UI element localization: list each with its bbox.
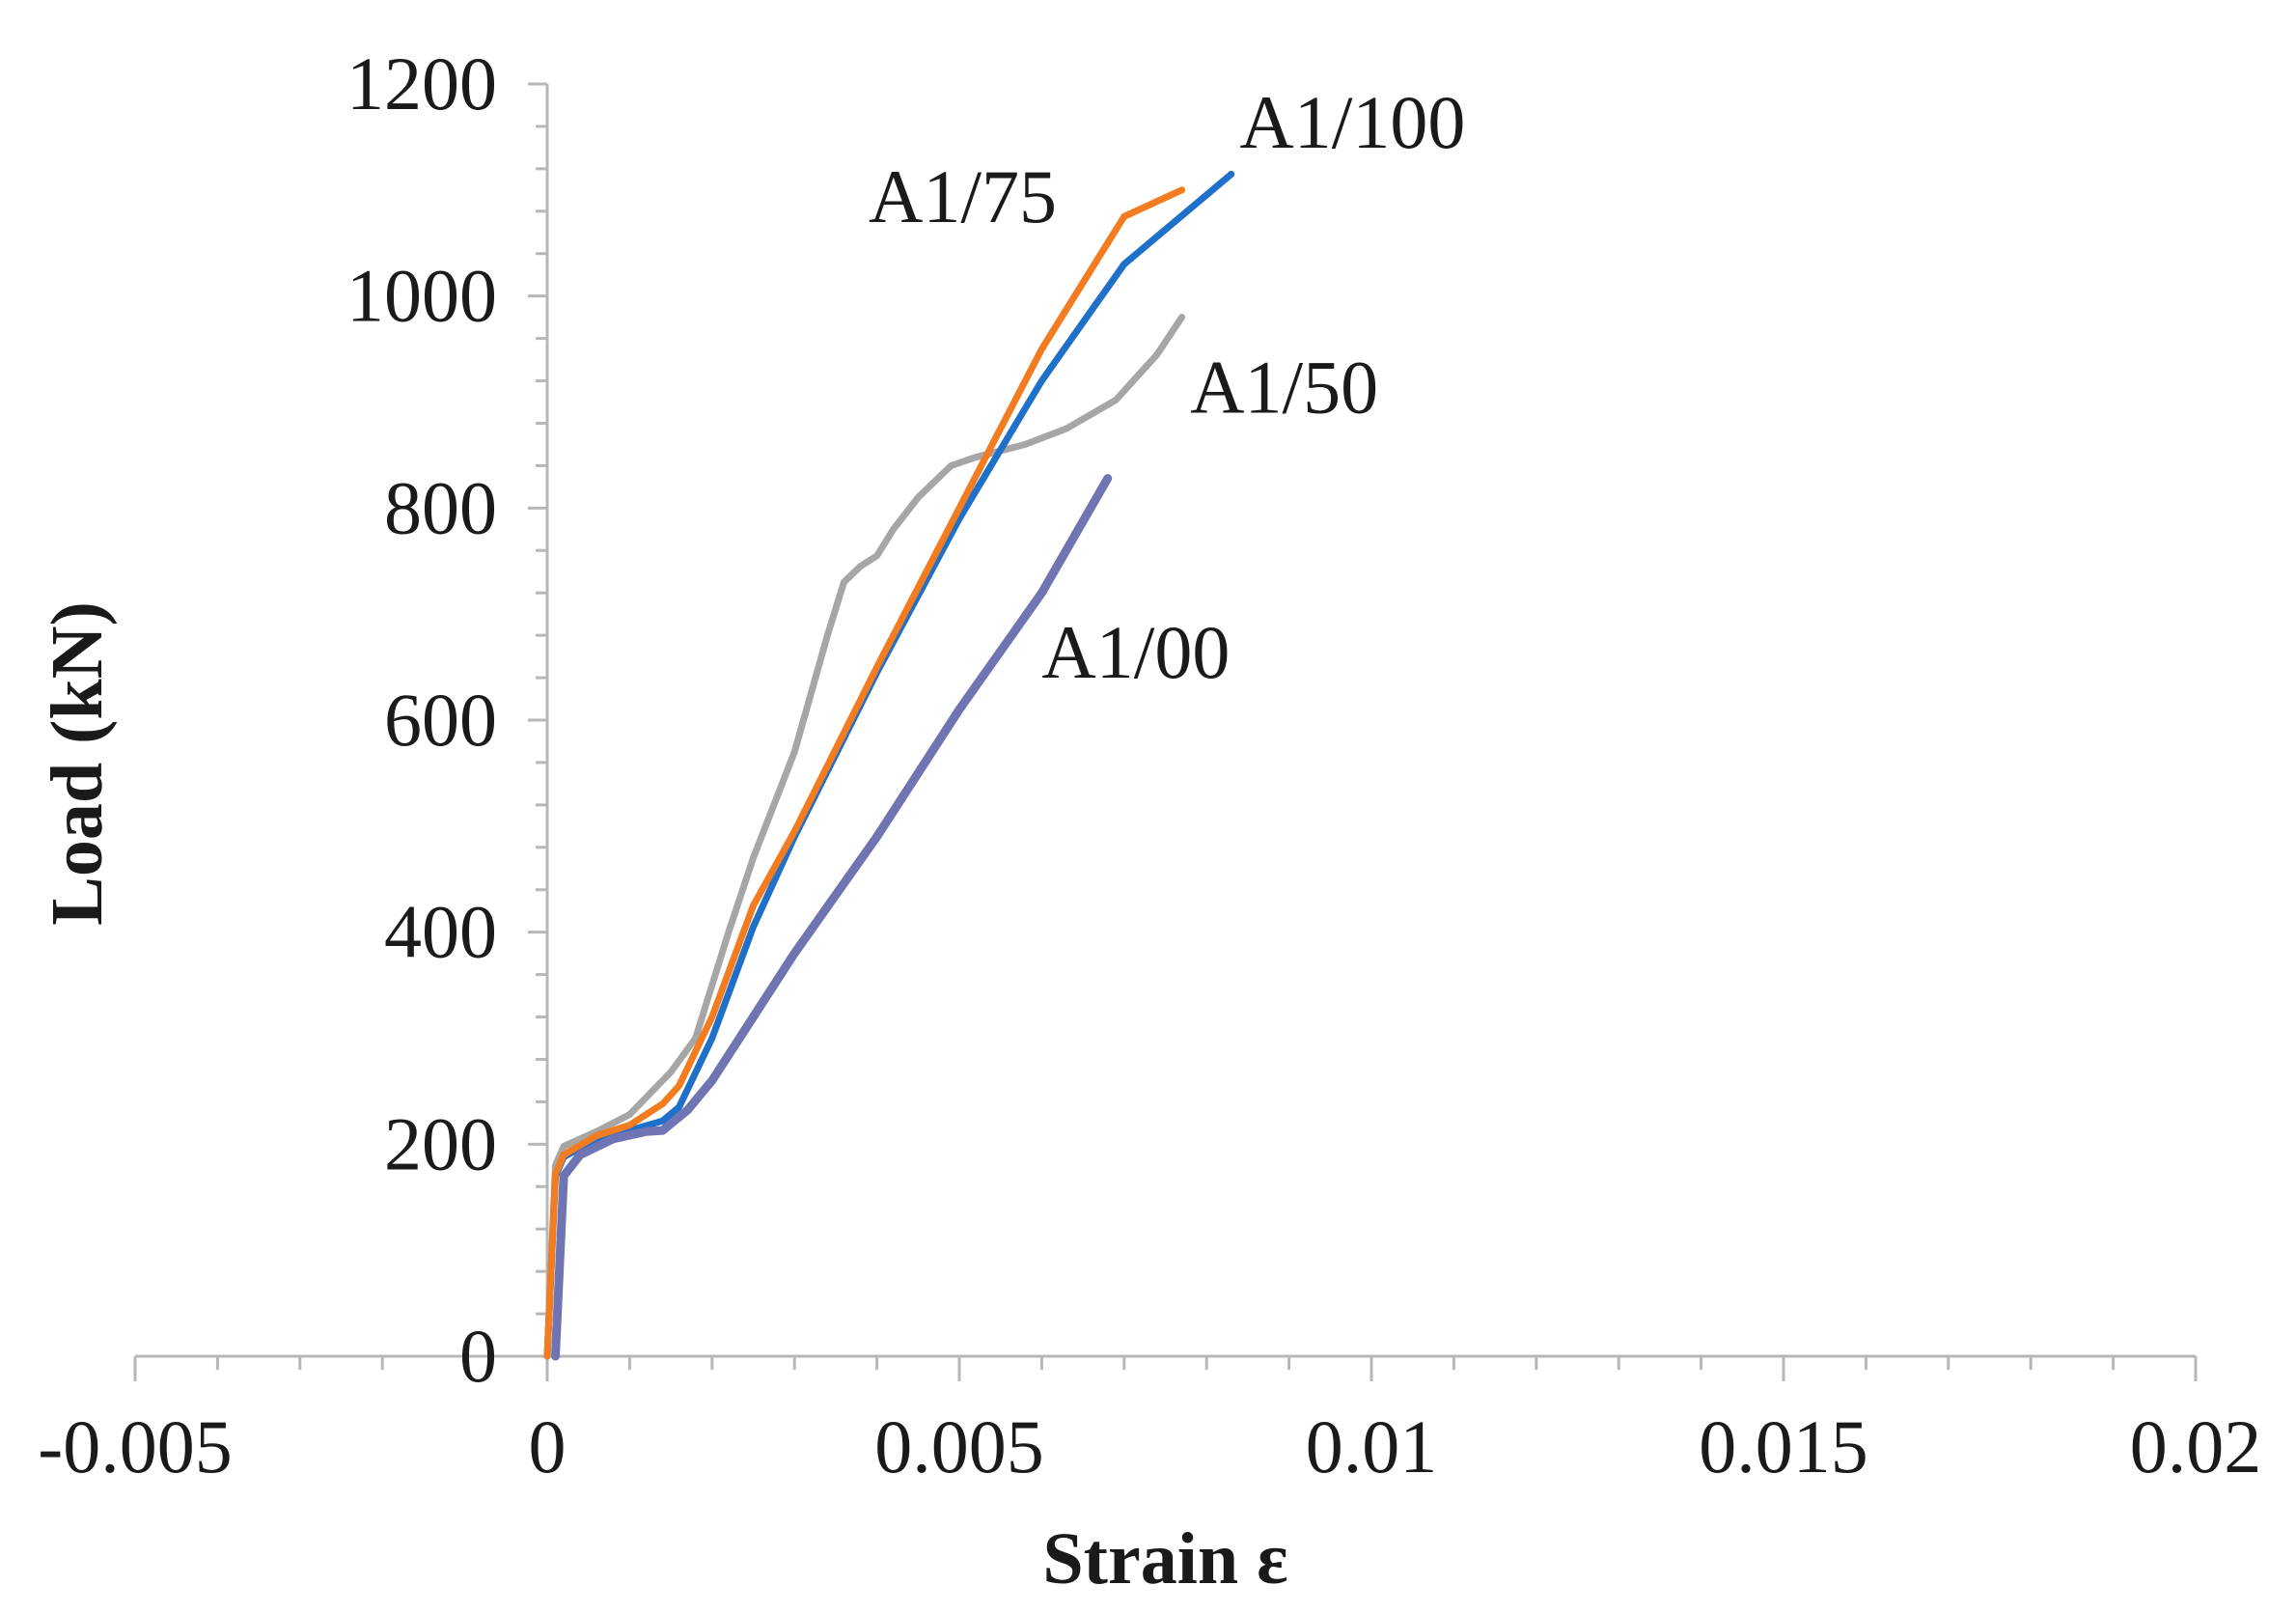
series-annotations: A1/100 A1/75 A1/50 A1/00 bbox=[869, 80, 1465, 694]
y-axis-title: Load (kN) bbox=[37, 601, 118, 926]
series-label-a1-75: A1/75 bbox=[869, 154, 1057, 238]
series-lines bbox=[543, 170, 1235, 1361]
x-tick-label: 0.015 bbox=[1699, 1404, 1868, 1488]
tick-labels: -0.005 0 0.005 0.01 0.015 0.02 0 200 400 600 800 10… bbox=[38, 42, 2261, 1488]
y-tick-label: 1000 bbox=[346, 254, 497, 338]
series-label-a1-00: A1/00 bbox=[1041, 610, 1230, 694]
y-tick-label: 0 bbox=[459, 1314, 497, 1398]
y-tick-label: 600 bbox=[384, 678, 497, 762]
series-line-a1-75 bbox=[543, 186, 1186, 1360]
x-tick-label: 0.02 bbox=[2130, 1404, 2262, 1488]
series-label-a1-100: A1/100 bbox=[1239, 80, 1465, 164]
x-axis-title: Strain ε bbox=[1042, 1518, 1287, 1599]
x-tick-label: -0.005 bbox=[38, 1404, 232, 1488]
series-label-a1-50: A1/50 bbox=[1190, 345, 1378, 429]
y-tick-label: 1200 bbox=[346, 42, 497, 125]
y-tick-label: 200 bbox=[384, 1101, 497, 1185]
series-line-a1-50 bbox=[543, 314, 1186, 1360]
x-tick-label: 0.01 bbox=[1306, 1404, 1438, 1488]
series-line-a1-100 bbox=[543, 170, 1235, 1360]
tick-marks bbox=[133, 82, 2198, 1381]
y-tick-label: 400 bbox=[384, 890, 497, 974]
x-tick-label: 0.005 bbox=[874, 1404, 1044, 1488]
y-tick-label: 800 bbox=[384, 465, 497, 549]
series-line-a1-00 bbox=[551, 474, 1113, 1361]
x-tick-label: 0 bbox=[529, 1404, 567, 1488]
